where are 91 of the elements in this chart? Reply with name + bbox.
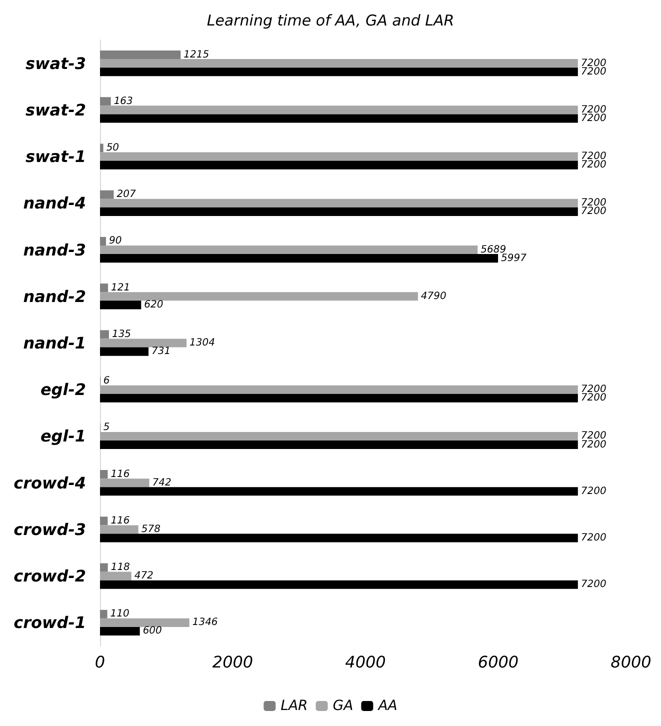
data-label: 7200 xyxy=(580,392,606,404)
bar xyxy=(100,572,132,580)
bar xyxy=(100,300,142,310)
y-tick-label: egl-1 xyxy=(40,426,86,446)
data-label: 50 xyxy=(106,142,120,154)
chart-title: Learning time of AA, GA and LAR xyxy=(206,12,454,30)
bar xyxy=(100,160,578,170)
data-label: 118 xyxy=(110,562,130,574)
y-tick-label: crowd-4 xyxy=(14,473,86,492)
x-tick-label: 4000 xyxy=(345,652,386,672)
bar xyxy=(100,198,578,208)
y-tick-label: crowd-2 xyxy=(14,566,86,586)
data-label: 163 xyxy=(114,96,133,107)
bar xyxy=(100,563,108,572)
bar xyxy=(100,478,150,488)
bar xyxy=(100,525,138,534)
bar xyxy=(100,254,498,263)
data-label: 1215 xyxy=(184,49,210,60)
bar xyxy=(100,394,578,402)
data-label: 7200 xyxy=(580,532,606,544)
bar xyxy=(100,470,108,479)
x-tick-label: 6000 xyxy=(478,652,519,672)
data-label: 7200 xyxy=(580,579,606,590)
data-label: 7200 xyxy=(580,206,606,218)
bar xyxy=(100,50,181,60)
data-label: 7200 xyxy=(580,112,606,124)
bar xyxy=(100,245,478,254)
x-tick-label: 2000 xyxy=(212,652,254,672)
bar xyxy=(100,292,418,301)
data-label: 7200 xyxy=(580,160,606,171)
y-tick-label: crowd-1 xyxy=(14,613,86,632)
data-label: 207 xyxy=(116,189,136,200)
bar xyxy=(100,338,187,348)
bar xyxy=(100,152,578,161)
data-label: 116 xyxy=(110,468,130,480)
bar xyxy=(100,440,578,450)
y-tick-label: nand-2 xyxy=(23,286,86,306)
data-label: 742 xyxy=(152,477,172,488)
bar xyxy=(100,97,111,106)
bar xyxy=(100,516,108,526)
data-label: 1304 xyxy=(190,338,216,348)
bar xyxy=(100,106,578,114)
data-label: 600 xyxy=(142,626,162,637)
data-label: 5997 xyxy=(501,252,528,264)
bar xyxy=(100,190,114,199)
bar xyxy=(100,114,578,123)
y-tick-label: crowd-3 xyxy=(14,520,86,539)
x-tick-label: 0 xyxy=(94,652,106,672)
x-tick-label: 8000 xyxy=(610,652,652,672)
legend-label: GA xyxy=(332,698,354,714)
bar xyxy=(100,610,108,618)
y-tick-label: nand-4 xyxy=(23,194,86,213)
bar xyxy=(100,236,106,246)
legend-label: LAR xyxy=(280,698,308,714)
data-label: 1346 xyxy=(192,617,218,628)
data-label: 7200 xyxy=(580,439,606,450)
data-label: 90 xyxy=(108,236,122,247)
data-label: 7200 xyxy=(580,486,606,497)
bar xyxy=(100,580,578,589)
y-tick-label: nand-3 xyxy=(23,240,86,260)
bar xyxy=(100,487,578,496)
legend-label: AA xyxy=(377,698,398,714)
data-label: 116 xyxy=(110,515,130,526)
bar xyxy=(100,385,578,394)
bar xyxy=(100,68,578,76)
y-tick-label: nand-1 xyxy=(23,334,86,352)
y-tick-label: egl-2 xyxy=(40,380,86,400)
bar xyxy=(100,59,578,68)
bar xyxy=(100,347,149,356)
data-label: 731 xyxy=(152,346,171,358)
data-label: 4790 xyxy=(420,290,446,302)
data-label: 6 xyxy=(103,376,110,387)
data-label: 5 xyxy=(103,422,110,434)
data-label: 121 xyxy=(111,282,130,294)
bar xyxy=(100,626,140,636)
data-label: 110 xyxy=(110,608,130,620)
y-tick-label: swat-1 xyxy=(25,147,86,166)
data-label: 135 xyxy=(112,328,132,340)
y-tick-label: swat-2 xyxy=(25,100,86,120)
data-label: 620 xyxy=(144,299,164,310)
bar xyxy=(100,284,108,292)
bar xyxy=(100,534,578,542)
bar xyxy=(100,330,109,339)
bar xyxy=(100,432,578,441)
bar xyxy=(100,207,578,216)
data-label: 7200 xyxy=(580,66,606,78)
y-tick-label: swat-3 xyxy=(25,54,86,73)
bar xyxy=(100,618,190,627)
data-label: 578 xyxy=(141,524,160,535)
data-label: 472 xyxy=(134,570,154,582)
bar xyxy=(100,144,104,152)
